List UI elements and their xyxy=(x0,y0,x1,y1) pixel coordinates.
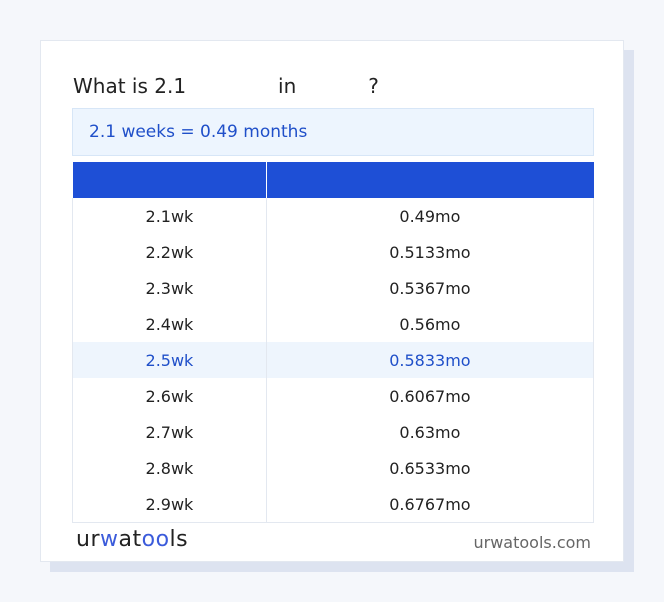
table-row: 2.4wk 0.56mo xyxy=(72,306,595,342)
months-cell: 0.5367mo xyxy=(265,270,595,306)
table-row: 2.5wk 0.5833mo xyxy=(72,342,595,378)
weeks-cell: 2.9wk xyxy=(72,486,267,523)
table-row: 2.1wk 0.49mo xyxy=(72,198,595,234)
months-cell: 0.6067mo xyxy=(265,378,595,414)
table-row: 2.9wk 0.6767mo xyxy=(72,486,595,523)
months-cell: 0.63mo xyxy=(265,414,595,450)
months-cell: 0.5833mo xyxy=(265,342,595,378)
months-cell: 0.56mo xyxy=(265,306,595,342)
months-cell: 0.6767mo xyxy=(265,486,595,523)
months-cell: 0.49mo xyxy=(265,198,595,234)
conversion-table: 2.1wk 0.49mo 2.2wk 0.5133mo 2.3wk 0.5367mo 2.4… xyxy=(72,162,595,523)
result-box: 2.1 weeks = 0.49 months xyxy=(72,108,594,156)
weeks-cell: 2.5wk xyxy=(72,342,267,378)
header-months xyxy=(265,162,594,198)
weeks-cell: 2.4wk xyxy=(72,306,267,342)
site-link[interactable]: urwatools.com xyxy=(473,533,592,552)
table-row: 2.2wk 0.5133mo xyxy=(72,234,595,270)
weeks-cell: 2.1wk xyxy=(72,198,267,234)
header-weeks xyxy=(72,162,267,198)
table-row: 2.7wk 0.63mo xyxy=(72,414,595,450)
weeks-cell: 2.7wk xyxy=(72,414,267,450)
months-cell: 0.5133mo xyxy=(265,234,595,270)
months-cell: 0.6533mo xyxy=(265,450,595,486)
page-title: What is 2.1 in? xyxy=(73,74,379,98)
weeks-cell: 2.3wk xyxy=(72,270,267,306)
weeks-cell: 2.8wk xyxy=(72,450,267,486)
converter-card: What is 2.1 in? 2.1 weeks = 0.49 months 2… xyxy=(40,40,624,562)
weeks-cell: 2.6wk xyxy=(72,378,267,414)
weeks-cell: 2.2wk xyxy=(72,234,267,270)
urwatools-logo: urwatools xyxy=(76,527,189,552)
table-row: 2.3wk 0.5367mo xyxy=(72,270,595,306)
table-row: 2.8wk 0.6533mo xyxy=(72,450,595,486)
table-row: 2.6wk 0.6067mo xyxy=(72,378,595,414)
